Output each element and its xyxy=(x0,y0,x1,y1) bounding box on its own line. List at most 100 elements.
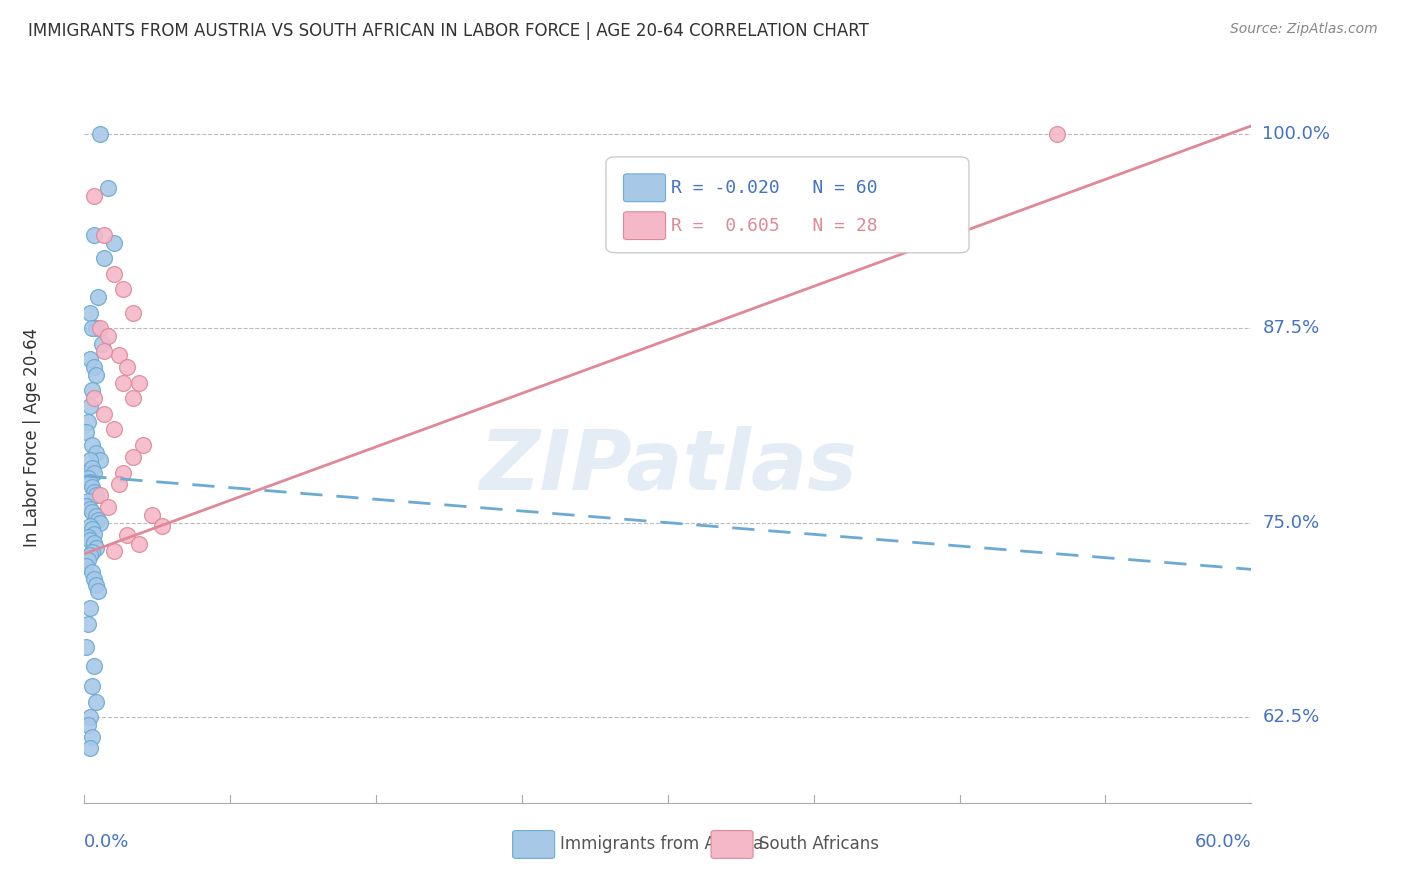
Point xyxy=(84,445,107,459)
Text: R =  0.605   N = 28: R = 0.605 N = 28 xyxy=(671,217,877,235)
Point xyxy=(103,267,125,281)
Text: ZIPatlas: ZIPatlas xyxy=(479,425,856,507)
Point xyxy=(93,407,115,421)
Text: In Labor Force | Age 20-64: In Labor Force | Age 20-64 xyxy=(22,327,41,547)
Point xyxy=(79,741,101,756)
Point xyxy=(132,438,155,452)
FancyBboxPatch shape xyxy=(711,830,754,858)
Point xyxy=(89,453,111,467)
Point xyxy=(79,352,101,367)
FancyBboxPatch shape xyxy=(623,211,665,240)
Point xyxy=(108,348,131,362)
Point xyxy=(93,251,115,265)
Point xyxy=(84,578,107,592)
Point xyxy=(89,321,111,335)
Point xyxy=(75,640,97,655)
Point xyxy=(97,500,120,515)
Point xyxy=(112,282,135,296)
Point xyxy=(84,321,107,335)
Point xyxy=(77,616,100,631)
Point xyxy=(122,391,145,405)
Point xyxy=(115,359,138,374)
Point xyxy=(83,658,105,673)
Point xyxy=(112,466,135,480)
Point xyxy=(82,321,104,335)
Point xyxy=(82,505,104,519)
Point xyxy=(83,359,105,374)
Point xyxy=(75,559,97,574)
Point xyxy=(77,553,100,567)
Point xyxy=(79,501,101,516)
Point xyxy=(79,533,101,547)
Point xyxy=(112,376,135,390)
Text: 75.0%: 75.0% xyxy=(1263,514,1320,532)
Point xyxy=(83,526,105,541)
Point xyxy=(108,476,131,491)
Point xyxy=(89,127,111,141)
Point xyxy=(77,530,100,544)
Point xyxy=(84,541,107,555)
Text: IMMIGRANTS FROM AUSTRIA VS SOUTH AFRICAN IN LABOR FORCE | AGE 20-64 CORRELATION : IMMIGRANTS FROM AUSTRIA VS SOUTH AFRICAN… xyxy=(28,22,869,40)
Point xyxy=(79,399,101,413)
Text: Immigrants from Austria: Immigrants from Austria xyxy=(561,836,763,854)
Point xyxy=(84,695,107,709)
Point xyxy=(79,475,101,490)
Point xyxy=(89,488,111,502)
Point xyxy=(84,368,107,382)
Point xyxy=(83,391,105,405)
Point xyxy=(122,450,145,465)
Point xyxy=(115,528,138,542)
Text: South Africans: South Africans xyxy=(759,836,879,854)
Text: 60.0%: 60.0% xyxy=(1195,833,1251,851)
Point xyxy=(93,344,115,359)
Text: 0.0%: 0.0% xyxy=(84,833,129,851)
Point xyxy=(150,518,173,533)
Point xyxy=(128,376,150,390)
Point xyxy=(83,189,105,203)
Point xyxy=(82,522,104,536)
Point xyxy=(83,466,105,480)
Point xyxy=(77,494,100,508)
Text: 87.5%: 87.5% xyxy=(1263,319,1320,337)
Point xyxy=(90,336,112,351)
Point xyxy=(82,731,104,745)
Point xyxy=(77,718,100,732)
Point xyxy=(82,480,104,494)
Text: 100.0%: 100.0% xyxy=(1263,125,1330,143)
Point xyxy=(103,422,125,436)
Point xyxy=(103,543,125,558)
Point xyxy=(82,384,104,398)
Text: 62.5%: 62.5% xyxy=(1263,708,1320,726)
Point xyxy=(93,227,115,242)
Point xyxy=(97,181,120,195)
Point xyxy=(79,453,101,467)
Point xyxy=(79,549,101,563)
FancyBboxPatch shape xyxy=(623,174,665,202)
Point xyxy=(79,710,101,724)
FancyBboxPatch shape xyxy=(513,830,554,858)
Point xyxy=(141,508,163,522)
Point xyxy=(77,470,100,484)
Point xyxy=(128,537,150,551)
FancyBboxPatch shape xyxy=(606,157,969,252)
Point xyxy=(75,425,97,440)
Point xyxy=(1046,127,1069,141)
Text: Source: ZipAtlas.com: Source: ZipAtlas.com xyxy=(1230,22,1378,37)
Text: R = -0.020   N = 60: R = -0.020 N = 60 xyxy=(671,178,877,197)
Point xyxy=(83,227,105,242)
Point xyxy=(75,499,97,513)
Point xyxy=(87,584,110,599)
Point xyxy=(83,536,105,550)
Point xyxy=(82,545,104,559)
Point xyxy=(84,488,107,502)
Point xyxy=(79,601,101,615)
Point xyxy=(82,438,104,452)
Point xyxy=(82,679,104,693)
Point xyxy=(79,518,101,533)
Point xyxy=(87,512,110,526)
Point xyxy=(79,305,101,319)
Point xyxy=(82,461,104,475)
Point xyxy=(97,329,120,343)
Point xyxy=(89,516,111,530)
Point xyxy=(103,235,125,250)
